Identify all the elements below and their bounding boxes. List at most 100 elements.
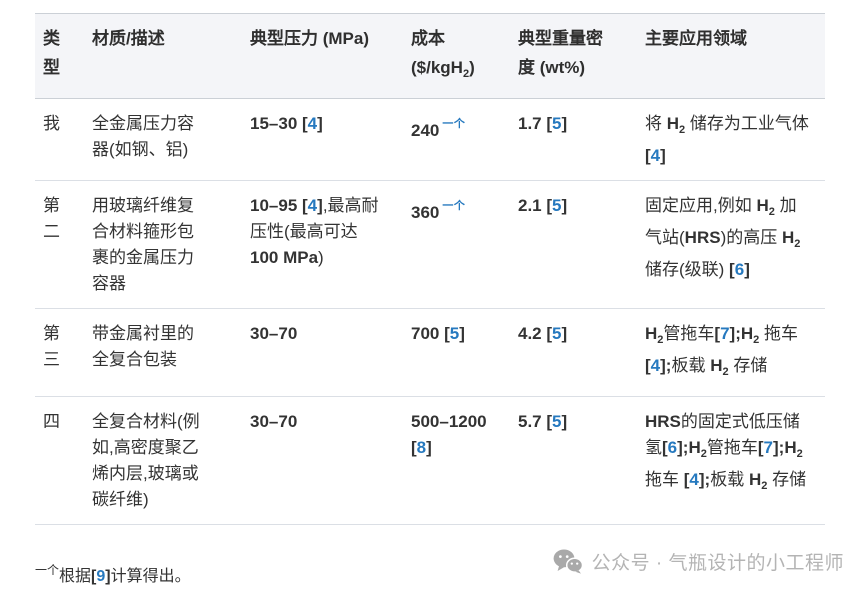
text-run: H bbox=[784, 438, 797, 457]
text-run: 成本 ($/kgH bbox=[411, 29, 463, 77]
text-run: [ bbox=[729, 260, 735, 279]
text-run: 存储 bbox=[767, 470, 807, 489]
text-run: ] bbox=[105, 568, 111, 585]
citation-link[interactable]: 9 bbox=[96, 568, 106, 585]
text-run: 典型重量密度 (wt%) bbox=[518, 29, 603, 77]
text-run: 根据 bbox=[59, 568, 92, 585]
column-header-pressure: 典型压力 (MPa) bbox=[249, 13, 410, 99]
text-run: 第二 bbox=[43, 196, 60, 241]
cell-pressure: 10–95 [4],最高耐压性(最高可达 100 MPa) bbox=[249, 180, 410, 309]
text-run: ] bbox=[744, 260, 750, 279]
text-run: 全复合材料(例如,高密度聚乙烯内层,玻璃或碳纤维) bbox=[92, 412, 200, 509]
table-row-type4: 四 全复合材料(例如,高密度聚乙烯内层,玻璃或碳纤维) 30–70 500–12… bbox=[35, 396, 825, 525]
text-run: )的高压 bbox=[720, 228, 782, 247]
citation-link[interactable]: 4 bbox=[307, 114, 318, 133]
citation-link[interactable]: 4 bbox=[650, 356, 661, 375]
text-run: [ bbox=[645, 356, 651, 375]
text-run: 1.7 [ bbox=[518, 114, 553, 133]
wechat-icon bbox=[553, 549, 583, 574]
hydrogen-storage-table: 类型 材质/描述 典型压力 (MPa) 成本 ($/kgH 2) 典型重量密度 (… bbox=[35, 13, 825, 525]
column-header-density: 典型重量密度 (wt%) bbox=[517, 13, 644, 99]
cell-cost: 700 [5] bbox=[410, 308, 517, 397]
text-run: 500–1200 [ bbox=[411, 412, 492, 457]
cell-pressure: 15–30 [4] bbox=[249, 98, 410, 181]
cell-material: 全金属压力容器(如钢、铝) bbox=[91, 98, 249, 181]
text-run: 5.7 [ bbox=[518, 412, 553, 431]
text-run: 2 bbox=[753, 334, 760, 346]
text-run: H bbox=[748, 470, 762, 489]
text-run: 2 bbox=[768, 206, 775, 218]
text-run: ] bbox=[660, 146, 666, 165]
cell-applications: 固定应用,例如 H2 加气站(HRS)的高压 H2 储存(级联) [6] bbox=[644, 180, 825, 309]
cell-density: 5.7 [5] bbox=[517, 396, 644, 525]
text-run: 30–70 bbox=[250, 324, 298, 343]
column-header-type: 类型 bbox=[35, 13, 91, 99]
text-run: 240 bbox=[411, 121, 440, 140]
citation-link[interactable]: 7 bbox=[763, 438, 774, 457]
text-run: 2 bbox=[700, 448, 707, 460]
column-header-material: 材质/描述 bbox=[91, 13, 249, 99]
text-run: H bbox=[740, 324, 754, 343]
cell-density: 4.2 [5] bbox=[517, 308, 644, 397]
text-run: 2 bbox=[796, 448, 803, 460]
text-run: ] bbox=[561, 196, 568, 215]
citation-link[interactable]: 4 bbox=[689, 470, 699, 489]
text-run: 2 bbox=[794, 238, 801, 250]
text-run: 拖车 bbox=[645, 438, 808, 489]
text-run: [ bbox=[662, 438, 668, 457]
text-run: HRS bbox=[684, 228, 721, 247]
text-run: H bbox=[756, 196, 769, 215]
text-run: 360 bbox=[411, 203, 440, 222]
text-run: 2 bbox=[679, 124, 686, 136]
text-run: 板载 bbox=[710, 470, 749, 489]
citation-link[interactable]: 5 bbox=[552, 196, 562, 215]
text-run: 的固定式低压储氢 bbox=[645, 412, 800, 457]
text-run: H bbox=[781, 228, 795, 247]
table-row-type3: 第三 带金属衬里的全复合包装 30–70 700 [5] 4.2 [5] H2管… bbox=[35, 308, 825, 397]
cell-density: 2.1 [5] bbox=[517, 180, 644, 309]
text-run: 存储 bbox=[728, 356, 768, 375]
text-run: HRS bbox=[645, 412, 681, 431]
citation-link[interactable]: 4 bbox=[650, 146, 661, 165]
cell-pressure: 30–70 bbox=[249, 308, 410, 397]
citation-link[interactable]: 5 bbox=[449, 324, 460, 343]
text-run: 2.1 [ bbox=[518, 196, 553, 215]
text-run: 加气站( bbox=[645, 196, 797, 247]
cell-type: 四 bbox=[35, 396, 91, 525]
cell-material: 带金属衬里的全复合包装 bbox=[91, 308, 249, 397]
text-run: 储存(级联) bbox=[645, 228, 806, 279]
text-run: ) bbox=[318, 248, 324, 267]
watermark-text: 公众号 · 气瓶设计的小工程师 bbox=[591, 553, 844, 574]
text-run: 带金属衬里的全复合包装 bbox=[92, 324, 194, 369]
table-row-type1: 我 全金属压力容器(如钢、铝) 15–30 [4] 240 一个 1.7 [5] … bbox=[35, 98, 825, 181]
citation-link[interactable]: 6 bbox=[734, 260, 745, 279]
text-run: 管拖车 bbox=[706, 438, 758, 457]
text-run: ]; bbox=[773, 438, 785, 457]
text-run: ]; bbox=[677, 438, 689, 457]
text-run: 第三 bbox=[43, 324, 60, 369]
text-run: 典型压力 (MPa) bbox=[250, 29, 369, 48]
text-run: 一个 bbox=[442, 118, 466, 130]
text-run: [ bbox=[683, 470, 690, 489]
citation-link[interactable]: 4 bbox=[307, 196, 318, 215]
text-run: 计算得出。 bbox=[110, 568, 191, 585]
text-run: 我 bbox=[43, 114, 60, 133]
text-run: H bbox=[666, 114, 680, 133]
footnote: 一个根据[9]计算得出。 bbox=[35, 558, 191, 589]
text-run: ]; bbox=[729, 324, 741, 343]
text-run: 4.2 [ bbox=[518, 324, 553, 343]
citation-link[interactable]: 5 bbox=[552, 324, 562, 343]
citation-link[interactable]: 5 bbox=[552, 114, 562, 133]
text-run: 一个 bbox=[35, 563, 60, 577]
text-run: 管拖车 bbox=[663, 324, 715, 343]
text-run: ,最高耐压性(最高可达 bbox=[250, 196, 379, 241]
citation-link[interactable]: 5 bbox=[552, 412, 562, 431]
citation-link[interactable]: 6 bbox=[667, 438, 678, 457]
text-run: 2 bbox=[657, 334, 664, 346]
citation-link[interactable]: 7 bbox=[720, 324, 730, 343]
text-run: 2 bbox=[761, 480, 768, 492]
text-run: ) bbox=[469, 58, 475, 77]
text-run: 10–95 [ bbox=[250, 196, 308, 215]
citation-link[interactable]: 8 bbox=[416, 438, 427, 457]
